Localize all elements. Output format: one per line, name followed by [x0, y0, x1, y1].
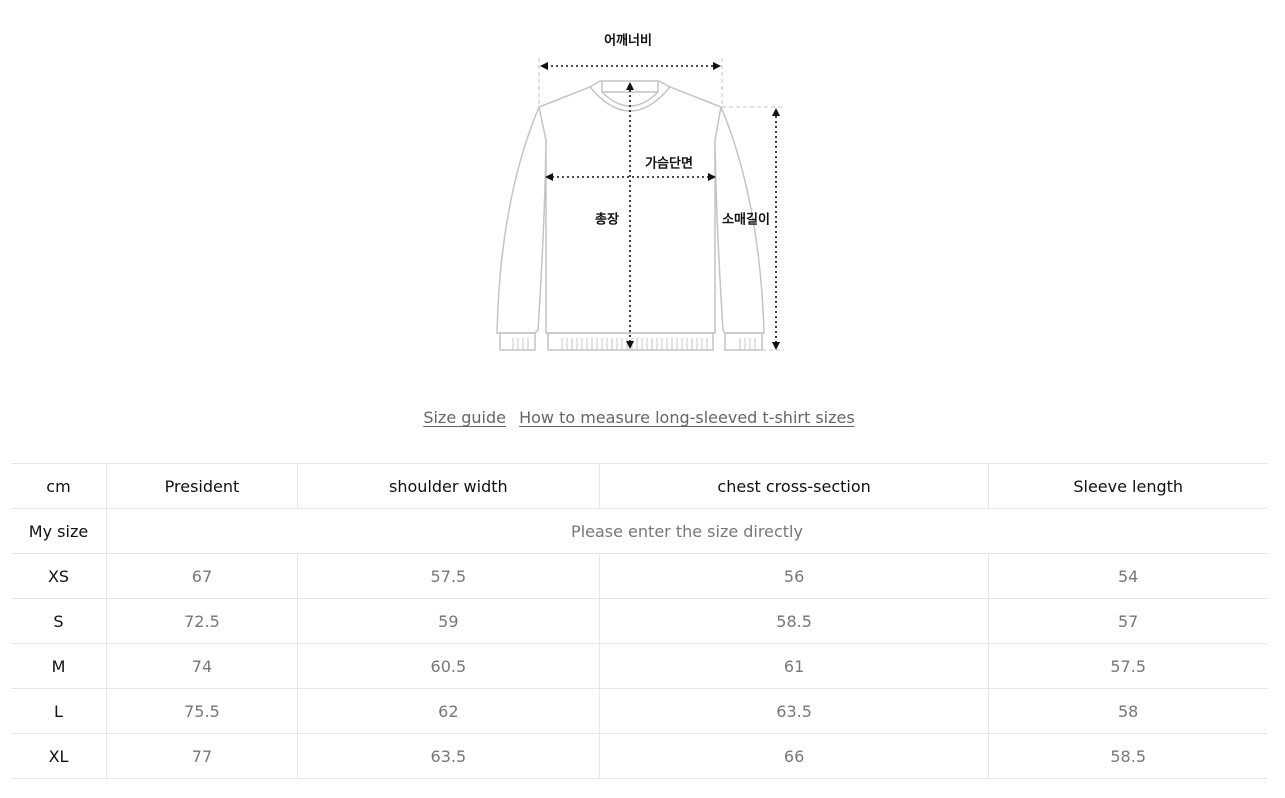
table-header-row: cm President shoulder width chest cross-…: [11, 463, 1267, 509]
size-value: 58.5: [598, 598, 989, 644]
size-value: 63.5: [296, 733, 600, 779]
size-value: 62: [296, 688, 600, 734]
table-row: S 72.5 59 58.5 57: [11, 598, 1267, 644]
size-value: 60.5: [296, 643, 600, 689]
size-value: 59: [296, 598, 600, 644]
size-label: S: [11, 598, 107, 644]
table-row: L 75.5 62 63.5 58: [11, 688, 1267, 734]
size-guide-link[interactable]: Size guide: [423, 408, 506, 427]
size-value: 57.5: [988, 643, 1267, 689]
my-size-row: My size Please enter the size directly: [11, 508, 1267, 554]
size-value: 77: [106, 733, 298, 779]
chest-label: 가슴단면: [645, 156, 693, 172]
size-label: XL: [11, 733, 107, 779]
measure-arrows: [546, 65, 777, 342]
size-table: cm President shoulder width chest cross-…: [11, 463, 1267, 779]
size-value: 61: [598, 643, 989, 689]
header-cell: shoulder width: [296, 463, 600, 509]
size-value: 74: [106, 643, 298, 689]
my-size-input[interactable]: Please enter the size directly: [106, 508, 1267, 554]
size-value: 75.5: [106, 688, 298, 734]
size-value: 63.5: [598, 688, 989, 734]
header-cell: cm: [11, 463, 107, 509]
sleeve-label: 소매길이: [722, 212, 770, 228]
arrowheads: [540, 62, 780, 350]
size-label: L: [11, 688, 107, 734]
size-value: 72.5: [106, 598, 298, 644]
table-row: M 74 60.5 61 57.5: [11, 643, 1267, 689]
size-label: M: [11, 643, 107, 689]
size-value: 67: [106, 553, 298, 599]
guide-links: Size guide How to measure long-sleeved t…: [0, 408, 1278, 427]
header-cell: President: [106, 463, 298, 509]
header-cell: chest cross-section: [598, 463, 989, 509]
size-value: 58.5: [988, 733, 1267, 779]
table-row: XS 67 57.5 56 54: [11, 553, 1267, 599]
my-size-label: My size: [11, 508, 107, 554]
size-value: 57.5: [296, 553, 600, 599]
size-value: 54: [988, 553, 1267, 599]
size-label: XS: [11, 553, 107, 599]
size-value: 57: [988, 598, 1267, 644]
table-row: XL 77 63.5 66 58.5: [11, 733, 1267, 779]
header-cell: Sleeve length: [988, 463, 1267, 509]
sweater-outline: [496, 80, 765, 351]
how-to-measure-link[interactable]: How to measure long-sleeved t-shirt size…: [519, 408, 855, 427]
guide-lines: [538, 58, 784, 351]
size-value: 56: [598, 553, 989, 599]
size-diagram: [496, 58, 784, 351]
shoulder-width-label: 어깨너비: [604, 33, 652, 49]
size-value: 58: [988, 688, 1267, 734]
length-label: 총장: [595, 212, 619, 228]
size-value: 66: [598, 733, 989, 779]
